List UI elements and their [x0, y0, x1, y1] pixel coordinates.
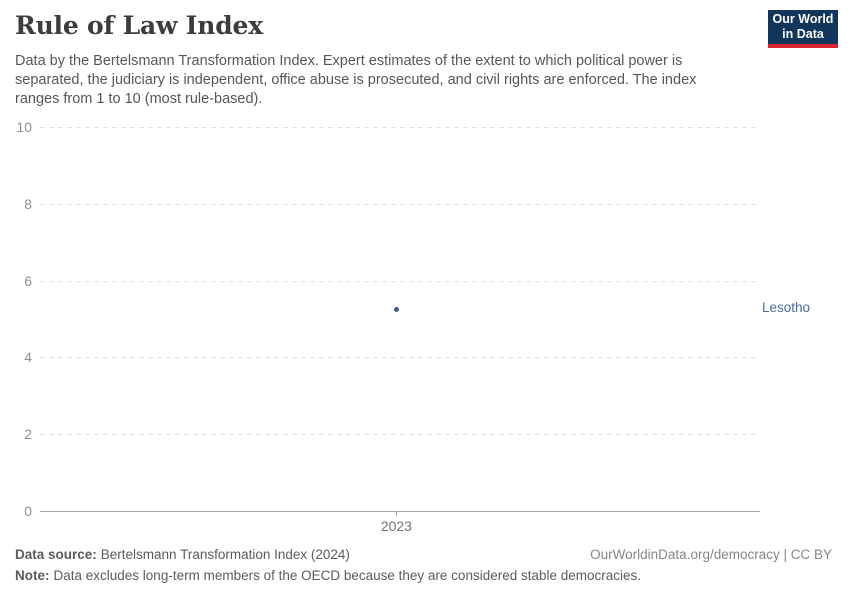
y-gridline	[40, 203, 760, 205]
data-source-text: Bertelsmann Transformation Index (2024)	[100, 547, 350, 562]
y-gridline	[40, 280, 760, 282]
footnote-label: Note:	[15, 568, 50, 583]
chart-footer: Data source: Bertelsmann Transformation I…	[15, 547, 832, 562]
entity-label[interactable]: Lesotho	[762, 300, 811, 316]
plot-area: 0 2 4 6 8 10 2023 Lesotho	[16, 119, 810, 534]
data-point[interactable]	[393, 306, 399, 312]
y-axis-tick-label: 10	[16, 119, 32, 135]
page-title: Rule of Law Index	[15, 11, 263, 40]
y-gridline	[40, 127, 760, 128]
license-link[interactable]: OurWorldinData.org/democracy | CC BY	[590, 547, 832, 562]
x-axis-line	[40, 511, 760, 512]
y-gridline	[40, 357, 760, 359]
data-source-label: Data source:	[15, 547, 97, 562]
subtitle-line: separated, the judiciary is independent,…	[15, 72, 697, 88]
owid-logo-line1: Our World	[772, 12, 834, 26]
x-axis-tick	[396, 511, 398, 516]
chart-subtitle: Data by the Bertelsmann Transformation I…	[15, 52, 696, 109]
y-axis-tick-label: 4	[24, 349, 32, 366]
x-axis-tick-label: 2023	[380, 518, 412, 534]
owid-logo-line2: in Data	[782, 27, 824, 41]
data-source: Data source: Bertelsmann Transformation I…	[15, 547, 350, 562]
owid-logo[interactable]: Our World in Data	[768, 10, 838, 48]
footnote: Note: Data excludes long-term members of …	[15, 568, 641, 583]
y-axis-tick-label: 2	[24, 426, 32, 443]
y-gridline	[40, 434, 760, 436]
y-axis-tick-label: 6	[24, 272, 32, 289]
y-axis-tick-label: 0	[24, 503, 32, 519]
y-axis-tick-label: 8	[24, 195, 32, 212]
subtitle-line: ranges from 1 to 10 (most rule-based).	[15, 91, 263, 107]
footnote-text: Data excludes long-term members of the O…	[53, 568, 642, 583]
subtitle-line: Data by the Bertelsmann Transformation I…	[15, 53, 683, 69]
